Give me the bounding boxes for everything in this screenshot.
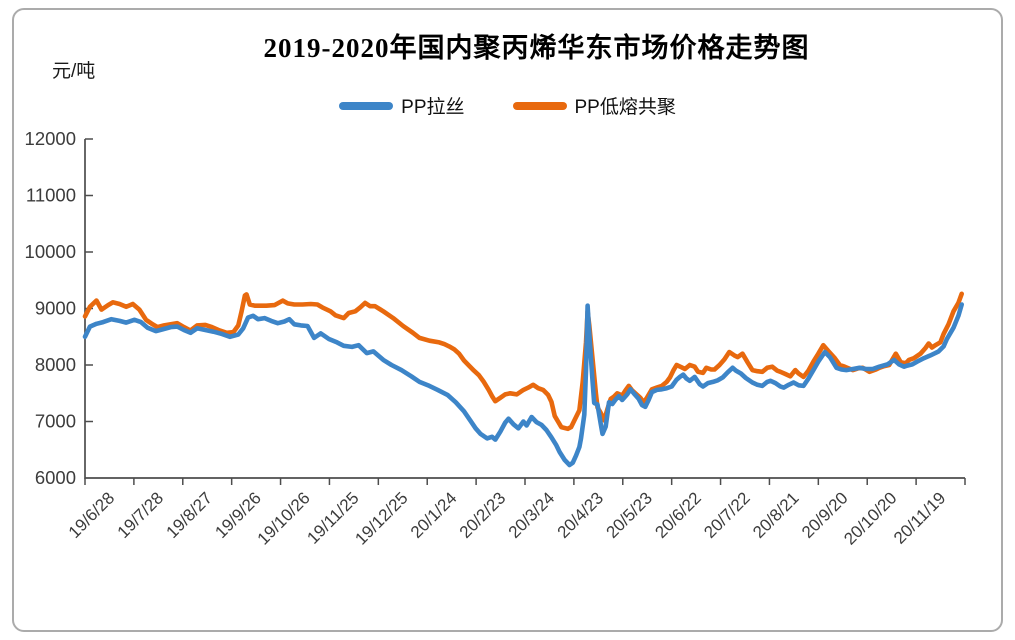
- y-tick-label: 12000: [25, 128, 76, 149]
- legend-swatch-pp-low-melt-copolymer-icon: [512, 101, 567, 110]
- x-tick-label: 20/6/22: [651, 488, 705, 542]
- x-tick-label: 20/2/23: [456, 488, 510, 542]
- x-tick-label: 20/1/24: [407, 488, 461, 542]
- x-tick-label: 20/3/24: [505, 488, 559, 542]
- legend-swatch-pp-lasi-icon: [339, 101, 394, 110]
- x-tick-label: 20/8/21: [749, 488, 803, 542]
- legend-item-pp-low-melt-copolymer: PP低熔共聚: [512, 92, 676, 119]
- series-line-1: [82, 302, 965, 468]
- y-tick-label: 9000: [35, 298, 76, 319]
- legend-label-pp-lasi: PP拉丝: [401, 97, 465, 118]
- x-tick-label: 20/5/23: [602, 488, 656, 542]
- x-tick-label: 20/11/19: [890, 488, 949, 547]
- x-tick-label: 20/10/20: [840, 488, 900, 548]
- x-tick-label: 19/10/26: [254, 488, 314, 548]
- y-tick-label: 8000: [35, 354, 76, 375]
- y-tick-label: 6000: [35, 467, 76, 488]
- legend-item-pp-lasi: PP拉丝: [339, 92, 465, 119]
- y-tick-label: 11000: [26, 185, 76, 206]
- x-tick-label: 19/7/28: [114, 488, 168, 542]
- y-tick-label: 10000: [25, 241, 76, 262]
- legend: PP拉丝 PP低熔共聚: [0, 92, 1015, 119]
- y-tick-label: 7000: [35, 411, 76, 432]
- x-tick-label: 20/7/22: [700, 488, 754, 542]
- x-tick-label: 19/8/27: [162, 488, 216, 542]
- x-tick-label: 19/6/28: [65, 488, 119, 542]
- chart-border-frame: [12, 8, 1003, 632]
- y-axis-unit-label: 元/吨: [52, 61, 96, 82]
- x-tick-label: 19/12/25: [351, 488, 411, 548]
- x-tick-label: 20/4/23: [554, 488, 608, 542]
- chart-title: 2019-2020年国内聚丙烯华东市场价格走势图: [263, 33, 810, 63]
- legend-label-pp-low-melt-copolymer: PP低熔共聚: [574, 97, 676, 118]
